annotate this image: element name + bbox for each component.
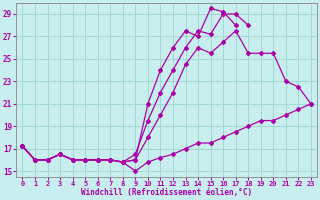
X-axis label: Windchill (Refroidissement éolien,°C): Windchill (Refroidissement éolien,°C) bbox=[81, 188, 252, 197]
